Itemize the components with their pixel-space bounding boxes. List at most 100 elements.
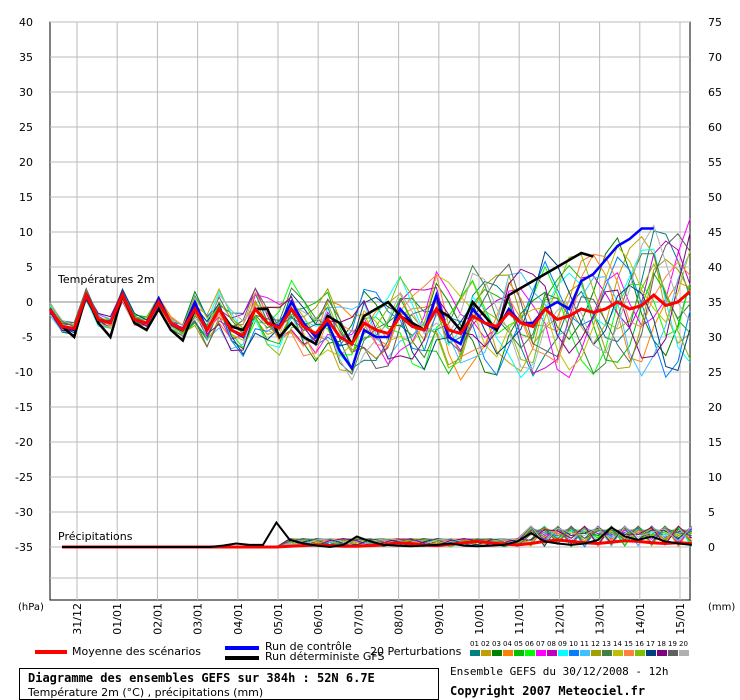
x-tick-label: 03/01 [192,603,205,635]
perturbation-number: 08 [547,640,556,648]
chart-subtitle: Température 2m (°C) , précipitations (mm… [28,686,264,699]
right-tick-label: 0 [708,541,715,554]
x-axis-ticks: 31/12 01/01 02/01 03/01 04/01 05/01 06/01 07/01… [71,603,687,635]
x-tick-label: 10/01 [473,603,486,635]
right-tick-label: 30 [708,331,722,344]
temperature-line-moyenne-des-scénarios [48,290,691,347]
right-tick-label: 70 [708,51,722,64]
temperature-annotation: Températures 2m [57,273,155,286]
perturbation-number: 17 [646,640,655,648]
copyright: Copyright 2007 Meteociel.fr [450,684,646,698]
x-tick-label: 01/01 [111,603,124,635]
perturbation-number: 11 [580,640,589,648]
right-tick-label: 10 [708,471,722,484]
x-tick-label: 09/01 [433,603,446,635]
legend-perturbations-label: 20 Perturbations [370,645,462,658]
perturbation-swatch [492,650,502,656]
left-tick-label: -10 [15,366,33,379]
left-tick-label: -5 [22,331,33,344]
perturbation-number: 14 [613,640,622,648]
main-series-lines [48,227,692,549]
perturbation-swatch [580,650,590,656]
right-tick-label: 75 [708,16,722,29]
x-tick-label: 05/01 [272,603,285,635]
chart-title: Diagramme des ensembles GEFS sur 384h : … [28,671,375,685]
x-tick-label: 14/01 [634,603,647,635]
perturbation-number: 02 [481,640,490,648]
right-tick-label: 25 [708,366,722,379]
perturbation-number: 16 [635,640,644,648]
x-tick-label: 08/01 [393,603,406,635]
perturbation-number: 07 [536,640,545,648]
perturbation-swatch [470,650,480,656]
x-tick-label: 02/01 [151,603,164,635]
perturbation-number: 18 [657,640,666,648]
right-tick-label: 60 [708,121,722,134]
perturbation-number: 04 [503,640,512,648]
perturbation-swatch [569,650,579,656]
perturbation-number: 06 [525,640,534,648]
right-tick-label: 50 [708,191,722,204]
perturbation-swatch [657,650,667,656]
perturbation-number: 19 [668,640,677,648]
left-tick-label: 40 [19,16,33,29]
x-tick-label: 13/01 [594,603,607,635]
x-tick-label: 15/01 [674,603,687,635]
left-tick-label: 25 [19,121,33,134]
x-tick-label: 31/12 [71,603,84,635]
perturbation-swatch [624,650,634,656]
title-box: Diagramme des ensembles GEFS sur 384h : … [19,668,439,700]
right-axis-unit: (mm) [708,602,735,613]
right-tick-label: 5 [708,506,715,519]
run-info: Ensemble GEFS du 30/12/2008 - 12h [450,665,669,678]
perturbation-swatch [668,650,678,656]
perturbation-swatch [525,650,535,656]
perturbation-swatch [536,650,546,656]
x-tick-label: 11/01 [513,603,526,635]
right-tick-label: 35 [708,296,722,309]
left-axis-ticks: 40 35 30 25 20 15 10 5 0 -5 -10 -15 -20 -25 -30 -35 [15,16,33,554]
perturbation-number: 12 [591,640,600,648]
left-tick-label: 15 [19,191,33,204]
right-tick-label: 40 [708,261,722,274]
perturbation-number: 03 [492,640,501,648]
right-tick-label: 45 [708,226,722,239]
left-tick-label: -35 [15,541,33,554]
legend-deterministic-swatch [225,656,259,660]
left-axis-unit: (hPa) [18,602,44,613]
legend-control-swatch [225,646,259,650]
temperature-line-run-déterministe-gfs [48,251,594,347]
perturbation-swatch [591,650,601,656]
perturbation-number: 05 [514,640,523,648]
x-tick-label: 04/01 [232,603,245,635]
perturbation-number: 15 [624,640,633,648]
left-tick-label: 35 [19,51,33,64]
perturbation-swatch [602,650,612,656]
left-tick-label: -15 [15,401,33,414]
perturbation-swatch [503,650,513,656]
left-tick-label: -25 [15,471,33,484]
perturbation-swatch [547,650,557,656]
precip-annotation: Précipitations [58,530,133,543]
perturbation-swatch [679,650,689,656]
right-tick-label: 55 [708,156,722,169]
left-tick-label: 20 [19,156,33,169]
perturbation-swatch [613,650,623,656]
perturbation-number: 09 [558,640,567,648]
right-tick-label: 65 [708,86,722,99]
left-tick-label: 10 [19,226,33,239]
left-tick-label: 0 [26,296,33,309]
perturbation-number: 10 [569,640,578,648]
perturbation-number: 13 [602,640,611,648]
perturbation-swatch [646,650,656,656]
legend-deterministic-label: Run déterministe GFS [265,650,385,663]
perturbation-number: 20 [679,640,688,648]
perturbation-swatch [514,650,524,656]
left-tick-label: -30 [15,506,33,519]
x-tick-label: 07/01 [352,603,365,635]
left-tick-label: -20 [15,436,33,449]
left-tick-label: 5 [26,261,33,274]
x-tick-label: 06/01 [312,603,325,635]
